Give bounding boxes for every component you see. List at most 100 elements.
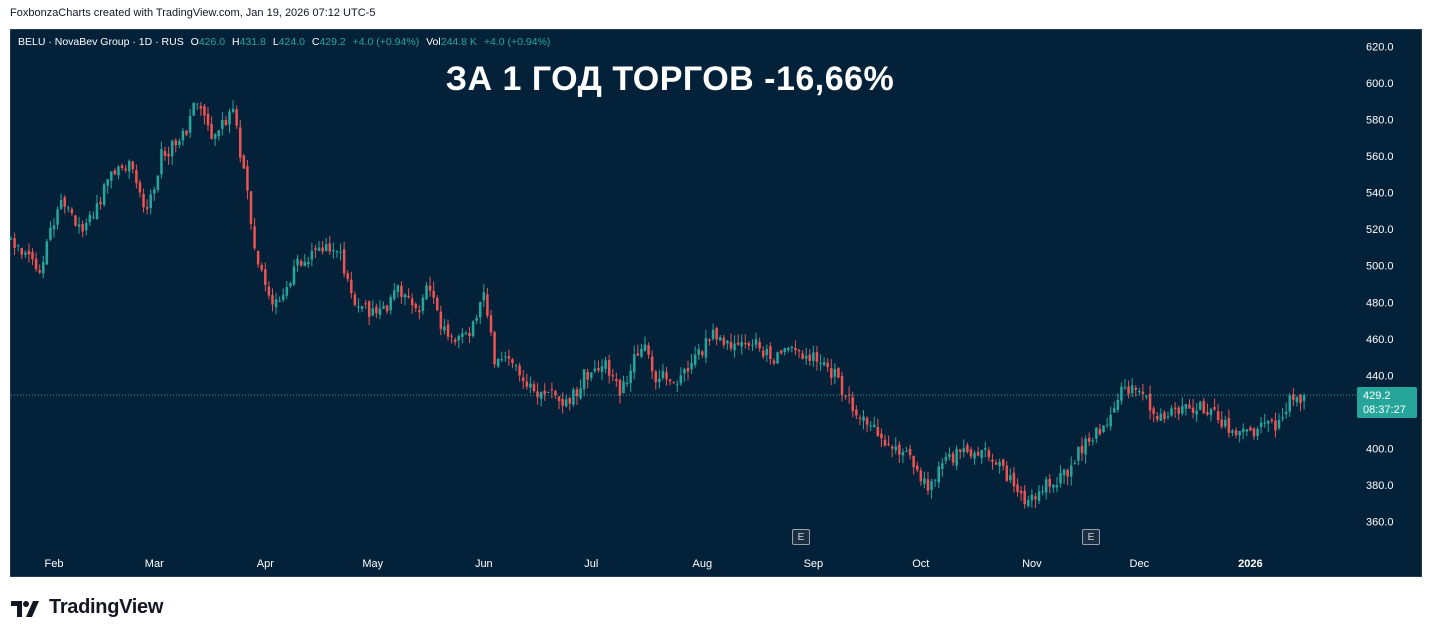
candle-body [1084, 438, 1087, 455]
candle-body [63, 197, 66, 207]
candle-body [56, 209, 59, 225]
candle-body [822, 362, 826, 366]
candle-body [1220, 419, 1223, 427]
candle-body [1152, 408, 1155, 414]
candle-body [1055, 485, 1059, 488]
candle-body [643, 344, 647, 352]
candle-body [941, 463, 944, 469]
high-value: 431.8 [239, 36, 266, 48]
candle-body [278, 300, 281, 302]
earnings-marker[interactable]: E [1082, 529, 1100, 545]
candle-body [1184, 404, 1188, 409]
candle-body [901, 452, 905, 456]
candle-body [862, 416, 865, 421]
candle-body [342, 249, 346, 274]
candle-body [1123, 387, 1127, 389]
candle-body [1234, 430, 1238, 436]
candle-body [74, 215, 77, 226]
candle-body [529, 383, 532, 388]
candle-body [1141, 391, 1145, 395]
candle-body [1023, 490, 1026, 505]
candle-body [851, 397, 855, 412]
candle-body [1073, 463, 1077, 465]
candle-body [339, 251, 342, 253]
candle-body [969, 449, 973, 457]
candle-body [754, 339, 758, 345]
candle-body [1177, 407, 1180, 414]
candle-body [1191, 407, 1195, 413]
chart-attribution: FoxbonzaCharts created with TradingView.… [10, 7, 376, 19]
candle-body [385, 305, 389, 312]
candle-body [371, 308, 375, 316]
candle-body [1127, 386, 1130, 394]
candle-body [1095, 427, 1098, 439]
symbol-name[interactable]: BELU · NovaBev Group · 1D · RUS [18, 36, 184, 48]
candle-body [120, 165, 124, 169]
candle-body [428, 285, 432, 291]
candle-body [260, 265, 263, 270]
candle-body [804, 355, 808, 359]
candle-body [722, 337, 726, 345]
candle-body [769, 346, 772, 360]
candle-body [446, 324, 450, 337]
bar-countdown: 08:37:27 [1363, 404, 1406, 416]
candle-body [1295, 397, 1299, 403]
chart-panel[interactable] [10, 29, 1422, 577]
candle-body [869, 425, 872, 427]
candle-body [464, 333, 468, 335]
candle-body [475, 318, 478, 321]
low-label: L [272, 36, 279, 48]
candle-body [1249, 427, 1252, 431]
candle-body [81, 224, 84, 232]
candle-body [249, 191, 253, 224]
candle-body [41, 262, 45, 274]
price-tick-label: 560.0 [1366, 151, 1394, 163]
candle-body [550, 389, 554, 391]
candle-body [1120, 386, 1123, 401]
candle-body [20, 247, 23, 255]
candle-body [880, 433, 883, 439]
candle-body [468, 332, 471, 337]
candle-body [357, 306, 360, 308]
candle-body [299, 261, 303, 266]
candle-body [525, 381, 529, 387]
candle-body [998, 461, 1001, 467]
candle-body [1241, 428, 1245, 433]
candle-body [181, 130, 185, 141]
candle-body [1277, 419, 1281, 429]
candle-body [24, 252, 27, 255]
candle-body [285, 287, 289, 296]
candle-body [1102, 425, 1105, 433]
candle-body [1224, 419, 1227, 427]
candle-body [242, 155, 246, 169]
candle-body [830, 367, 833, 378]
earnings-marker[interactable]: E [792, 529, 810, 545]
time-tick-label: Jul [584, 558, 598, 570]
candle-body [478, 301, 482, 318]
candle-body [636, 353, 640, 356]
price-tick-label: 620.0 [1366, 42, 1394, 54]
candle-body [539, 391, 543, 399]
candle-body [876, 427, 880, 437]
price-tick-label: 600.0 [1366, 78, 1394, 90]
tradingview-logo[interactable]: TradingView [11, 596, 163, 619]
candle-body [1155, 416, 1159, 420]
candle-body [167, 153, 170, 157]
candle-body [840, 376, 844, 396]
candle-body [450, 335, 453, 337]
candle-body [163, 151, 167, 156]
candle-body [1213, 406, 1216, 410]
candle-body [898, 444, 901, 455]
candle-body [142, 193, 145, 208]
candle-body [1062, 469, 1066, 476]
candle-body [521, 377, 525, 381]
candle-body [1059, 472, 1062, 484]
candle-body [1030, 494, 1034, 501]
candle-body [314, 248, 317, 251]
candle-body [382, 306, 385, 309]
candle-body [149, 194, 152, 209]
candle-body [1227, 417, 1231, 433]
candle-body [482, 292, 486, 301]
candle-body [425, 285, 428, 300]
